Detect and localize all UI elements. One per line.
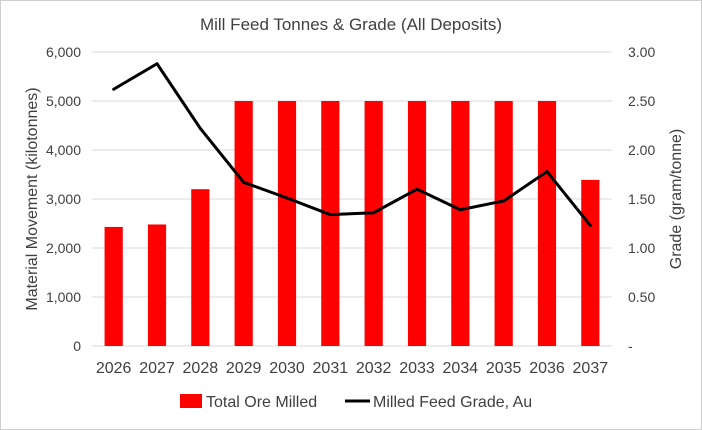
x-tick-label: 2026 xyxy=(96,360,132,377)
line-point-2032 xyxy=(372,211,376,215)
line-series-milled-feed-grade xyxy=(112,62,592,227)
right-tick-label: 1.00 xyxy=(628,240,655,256)
x-tick-label: 2034 xyxy=(443,360,479,377)
x-tick-label: 2032 xyxy=(356,360,392,377)
bar-2037 xyxy=(581,179,600,346)
left-tick-label: 6,000 xyxy=(46,44,81,60)
bar-2028 xyxy=(191,189,210,346)
left-tick-label: 4,000 xyxy=(46,142,81,158)
legend-label-total-ore-milled: Total Ore Milled xyxy=(206,394,317,411)
bar-2029 xyxy=(234,101,253,346)
x-tick-label: 2033 xyxy=(399,360,435,377)
chart-title: Mill Feed Tonnes & Grade (All Deposits) xyxy=(200,15,502,34)
line-point-2036 xyxy=(545,170,549,174)
left-tick-label: 0 xyxy=(73,338,81,354)
right-tick-label: 2.50 xyxy=(628,93,655,109)
x-tick-label: 2035 xyxy=(486,360,522,377)
bar-2036 xyxy=(537,101,557,346)
x-tick-label: 2027 xyxy=(139,360,175,377)
bar-2026 xyxy=(104,226,123,346)
x-tick-label: 2030 xyxy=(269,360,305,377)
legend: Total Ore Milled Milled Feed Grade, Au xyxy=(180,394,532,411)
x-tick-label: 2031 xyxy=(313,360,349,377)
bar-2034 xyxy=(451,101,470,346)
x-axis-ticks: 2026 2027 2028 2029 2030 2031 2032 2033 2034 2035… xyxy=(96,360,608,377)
bar-2035 xyxy=(494,101,513,346)
line-point-2031 xyxy=(328,213,332,217)
bar-2027 xyxy=(147,224,167,346)
left-tick-label: 2,000 xyxy=(46,240,81,256)
left-axis-title: Material Movement (kilotonnes) xyxy=(24,87,41,310)
line-point-2034 xyxy=(458,208,462,212)
right-tick-label: 3.00 xyxy=(628,44,655,60)
line-point-2033 xyxy=(415,187,419,191)
line-point-2035 xyxy=(502,199,506,203)
legend-swatch-total-ore-milled xyxy=(180,394,202,408)
bar-series-total-ore-milled xyxy=(104,101,600,346)
x-tick-label: 2037 xyxy=(573,360,609,377)
gridlines xyxy=(92,51,612,347)
x-tick-label: 2028 xyxy=(183,360,219,377)
right-tick-label: 0.50 xyxy=(628,289,655,305)
bar-2031 xyxy=(321,101,340,346)
bar-2033 xyxy=(407,101,427,346)
right-tick-label: - xyxy=(628,338,633,354)
line-point-2026 xyxy=(112,87,116,91)
left-tick-label: 5,000 xyxy=(46,93,81,109)
line-point-2027 xyxy=(155,62,159,66)
left-tick-label: 3,000 xyxy=(46,191,81,207)
legend-label-milled-feed-grade: Milled Feed Grade, Au xyxy=(373,394,532,411)
line-point-2030 xyxy=(285,196,289,200)
right-axis-title: Grade (gram/tonne) xyxy=(668,129,685,270)
x-tick-label: 2036 xyxy=(529,360,565,377)
line-point-2029 xyxy=(242,180,246,184)
right-tick-label: 2.00 xyxy=(628,142,655,158)
right-axis-ticks: - 0.50 1.00 1.50 2.00 2.50 3.00 xyxy=(628,44,655,354)
bar-2030 xyxy=(277,101,297,346)
line-milled-feed-grade-au xyxy=(112,62,592,227)
line-point-2028 xyxy=(198,126,202,130)
bar-2032 xyxy=(364,101,383,346)
line-point-2037 xyxy=(588,223,592,227)
x-tick-label: 2029 xyxy=(226,360,262,377)
left-tick-label: 1,000 xyxy=(46,289,81,305)
right-tick-label: 1.50 xyxy=(628,191,655,207)
left-axis-ticks: 0 1,000 2,000 3,000 4,000 5,000 6,000 xyxy=(46,44,81,354)
